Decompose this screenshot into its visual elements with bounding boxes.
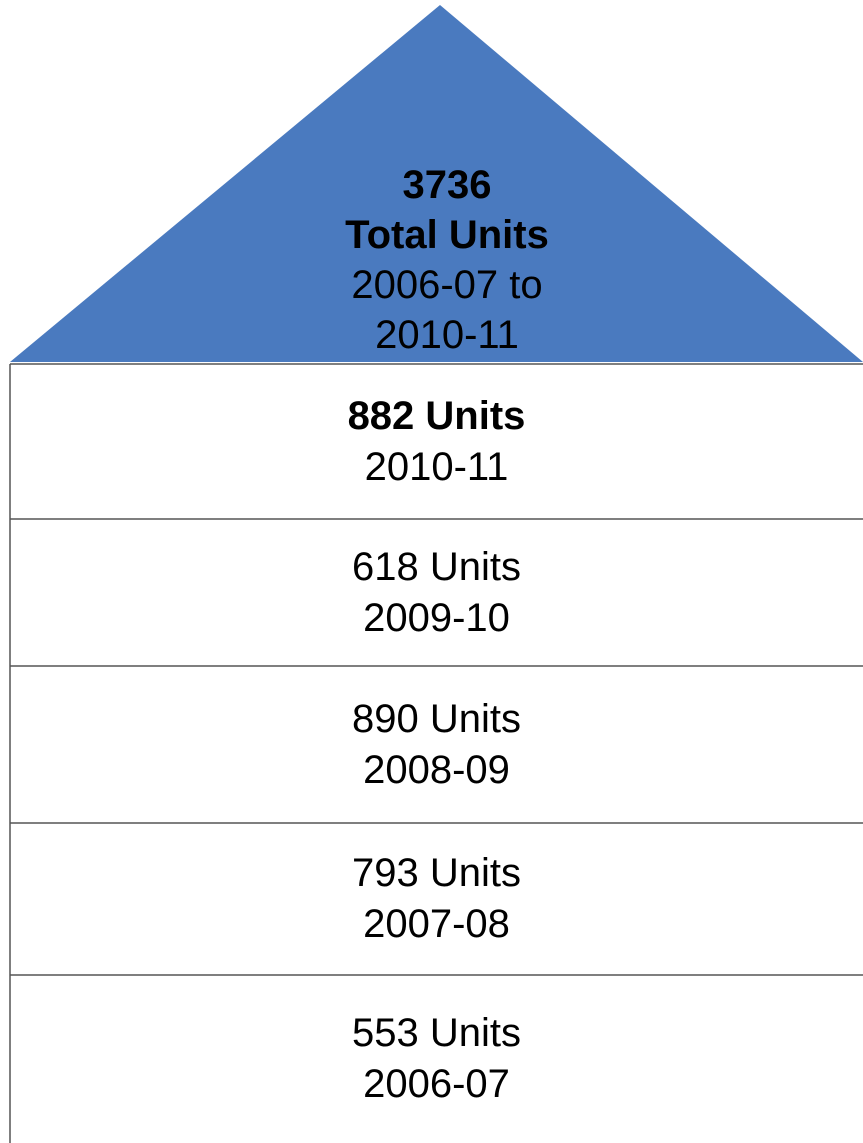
floor: 882 Units 2010-11: [10, 364, 863, 519]
floor-lines: [9, 363, 863, 1143]
floor-year: 2010-11: [364, 444, 509, 489]
floor: 793 Units 2007-08: [10, 823, 863, 975]
floor: 890 Units 2008-09: [10, 666, 863, 823]
period: 2006-07 to 2010-11: [351, 263, 543, 357]
roof: [10, 5, 863, 362]
floor: 618 Units 2009-10: [10, 519, 863, 666]
roof-label: 3736 Total Units 2006-07 to 2010-11: [317, 160, 577, 360]
floor-year: 2006-07: [363, 1062, 510, 1106]
floor: 553 Units 2006-07: [10, 975, 863, 1143]
floor-units: 793 Units: [352, 851, 521, 895]
floor-year: 2007-08: [363, 902, 510, 946]
floor-units: 553 Units: [352, 1011, 521, 1055]
floor-units: 882 Units: [347, 393, 526, 438]
floor-units: 890 Units: [352, 696, 521, 741]
floor-year: 2009-10: [363, 595, 510, 640]
total-label: Total Units: [345, 213, 549, 257]
total: 3736: [402, 163, 492, 207]
floor-units: 618 Units: [352, 544, 521, 589]
floor-year: 2008-09: [363, 747, 510, 792]
